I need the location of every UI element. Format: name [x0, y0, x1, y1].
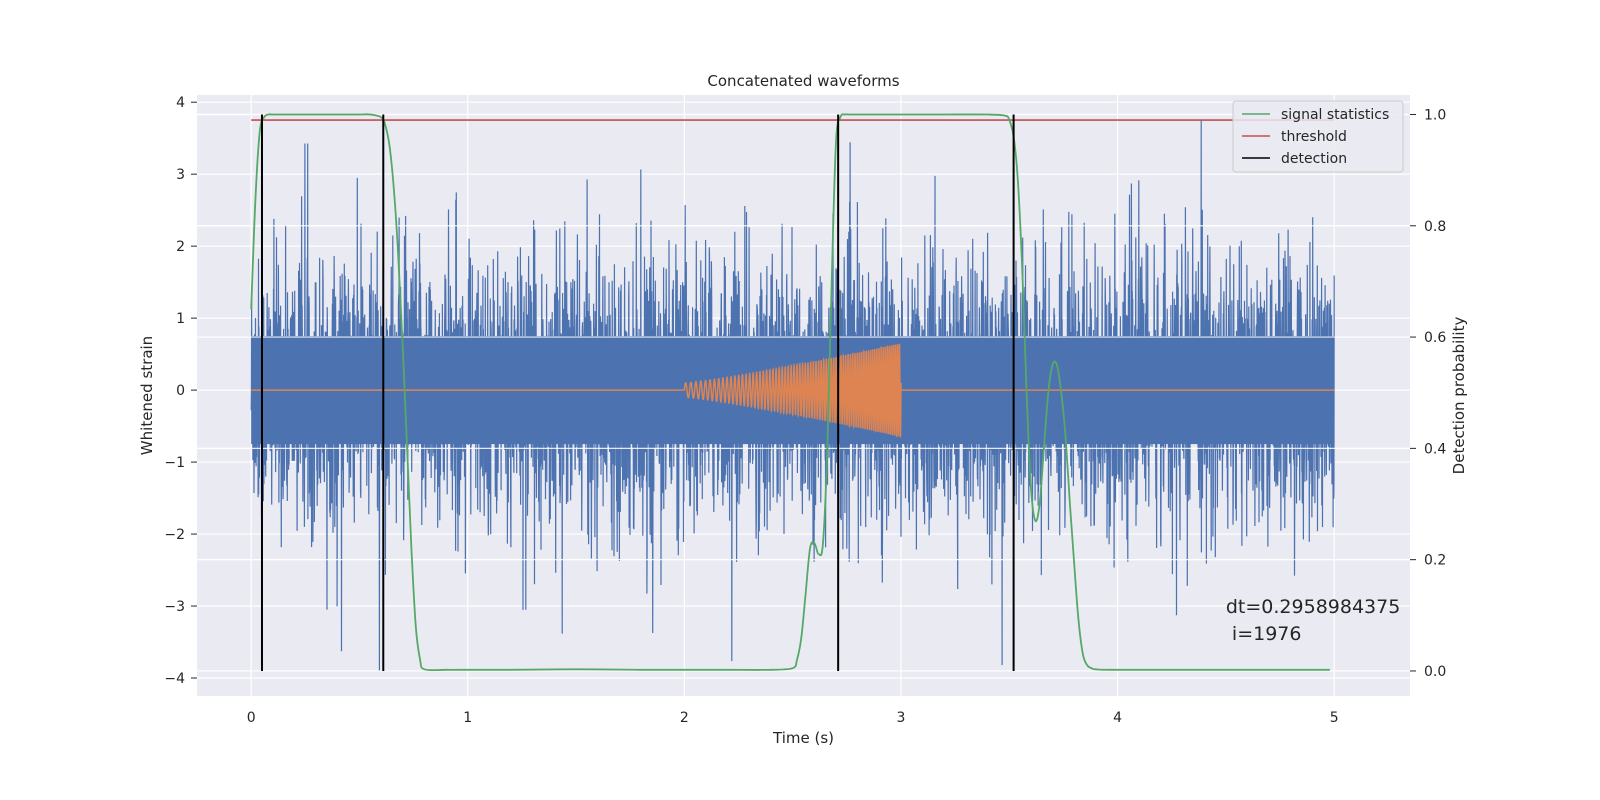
y-tick-label--3: −3 [164, 599, 185, 615]
y2-axis-label: Detection probability [1450, 317, 1468, 475]
annotation-index: i=1976 [1226, 623, 1302, 645]
x-axis-label: Time (s) [772, 729, 834, 747]
x-tick-label-0: 0 [247, 710, 256, 726]
x-tick-label-3: 3 [897, 710, 906, 726]
y-tick-label--1: −1 [164, 455, 185, 471]
y2-tick-label-0: 0.0 [1424, 664, 1446, 680]
y-tick-label-4: 4 [176, 95, 185, 111]
y-tick-label--2: −2 [164, 527, 185, 543]
series-chirp-template [251, 343, 1335, 439]
legend-box [1232, 100, 1404, 173]
x-tick-label-2: 2 [680, 710, 689, 726]
y2-tick-label-3: 0.6 [1424, 330, 1446, 346]
y2-tick-label-5: 1.0 [1424, 107, 1446, 123]
legend-label-signal-statistics: signal statistics [1281, 107, 1389, 123]
legend: signal statistics threshold detection [1232, 100, 1404, 173]
y-tick-label-3: 3 [176, 167, 185, 183]
x-tick-label-4: 4 [1113, 710, 1122, 726]
series-signal-statistics [250, 113, 1330, 672]
x-tick-label-1: 1 [463, 710, 472, 726]
x-tick-label-5: 5 [1330, 710, 1339, 726]
y2-tick-label-1: 0.2 [1424, 553, 1446, 569]
y-tick-label-0: 0 [176, 383, 185, 399]
y-tick-label-2: 2 [176, 239, 185, 255]
y-tick-label-1: 1 [176, 311, 185, 327]
tick-labels: 0 1 2 3 4 5 −4 −3 −2 −1 0 1 2 3 4 0.0 0.2 0.4 0.6 0.8 1.0 [164, 95, 1446, 726]
y2-tick-label-2: 0.4 [1424, 441, 1446, 457]
legend-label-threshold: threshold [1281, 129, 1347, 145]
legend-label-detection: detection [1281, 151, 1347, 167]
y-tick-label--4: −4 [164, 671, 185, 687]
y2-tick-label-4: 0.8 [1424, 219, 1446, 235]
y-axis-label: Whitened strain [138, 336, 156, 455]
chart-title: Concatenated waveforms [707, 72, 899, 90]
series-layer [197, 113, 1410, 672]
annotation-dt: dt=0.2958984375 [1226, 596, 1400, 618]
